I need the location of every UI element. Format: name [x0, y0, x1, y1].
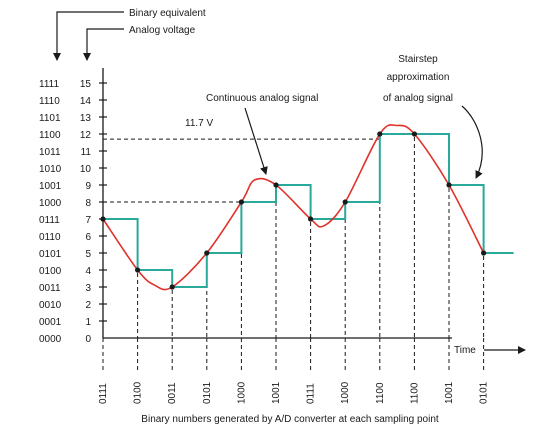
- y-tick-binary-label: 0101: [39, 249, 62, 260]
- y-tick-value-label: 15: [80, 79, 92, 90]
- y-tick-value-label: 1: [85, 317, 91, 328]
- binary-equivalent-label: Binary equivalent: [129, 8, 206, 19]
- annotation-arrows: [244, 105, 483, 179]
- y-tick-binary-label: 0011: [39, 283, 61, 294]
- y-tick-binary-label: 1100: [39, 130, 61, 141]
- y-tick-binary-label: 1001: [39, 181, 62, 192]
- analog-voltage-label: Analog voltage: [129, 25, 196, 36]
- sample-point: [169, 284, 175, 290]
- bottom-binary-label: 0111: [306, 383, 317, 404]
- y-tick-value-label: 8: [85, 198, 91, 209]
- bottom-binary-label: 0101: [479, 381, 490, 404]
- y-tick-binary-label: 0000: [39, 334, 62, 345]
- stairstep-approximation-line: [103, 133, 514, 288]
- sample-point: [308, 216, 314, 222]
- y-tick-binary-label: 0111: [39, 215, 60, 226]
- time-label: Time: [454, 345, 476, 356]
- continuous-signal-arrow: [244, 107, 268, 175]
- bottom-binary-label: 1001: [271, 381, 282, 404]
- bottom-binary-label: 1001: [444, 381, 455, 404]
- sample-point: [273, 182, 279, 188]
- sample-point: [481, 250, 487, 256]
- y-tick-binary-label: 0001: [39, 317, 62, 328]
- y-tick-binary-label: 1110: [39, 96, 60, 107]
- bottom-caption: Binary numbers generated by A/D converte…: [141, 414, 439, 425]
- y-tick-binary-label: 1101: [39, 113, 61, 124]
- sample-point: [238, 199, 244, 205]
- bottom-binary-label: 1100: [409, 382, 420, 404]
- sample-point: [135, 267, 141, 273]
- analog-voltage-pointer: [83, 28, 124, 61]
- bottom-binary-label: 1000: [340, 381, 351, 404]
- y-tick-value-label: 10: [80, 164, 92, 175]
- sampling-lines: [102, 137, 485, 372]
- bottom-binary-labels: 0111 0100 0011 0101 1000 1001 0111 1000 1100 1100…: [98, 381, 490, 404]
- y-tick-value-label: 12: [80, 130, 92, 141]
- y-tick-value-label: 14: [80, 96, 92, 107]
- y-tick-value-label: 3: [85, 283, 91, 294]
- reference-lines: [103, 138, 383, 203]
- y-tick-value-label: 0: [85, 334, 91, 345]
- sample-points: [100, 131, 487, 290]
- sample-point: [446, 182, 452, 188]
- stairstep-label-line3: of analog signal: [383, 93, 453, 104]
- binary-equivalent-pointer: [53, 11, 124, 61]
- voltage-marker-label: 11.7 V: [185, 118, 213, 129]
- sample-point: [377, 131, 383, 137]
- y-tick-binary-label: 1011: [39, 147, 61, 158]
- continuous-signal-label: Continuous analog signal: [206, 93, 318, 104]
- continuous-analog-signal-curve: [102, 124, 485, 291]
- sample-point: [100, 216, 106, 222]
- sample-point: [411, 131, 417, 137]
- y-tick-value-label: 2: [85, 300, 91, 311]
- y-tick-value-label: 13: [80, 113, 92, 124]
- y-tick-value-label: 4: [85, 266, 91, 277]
- y-tick-value-label: 6: [85, 232, 91, 243]
- y-tick-value-label: 9: [85, 181, 91, 192]
- y-tick-value-label: 5: [85, 249, 91, 260]
- bottom-binary-label: 0100: [133, 381, 144, 404]
- y-tick-value-label: 7: [85, 215, 91, 226]
- bottom-binary-label: 0111: [98, 383, 109, 404]
- y-tick-binary-label: 1111: [39, 79, 59, 90]
- stairstep-label-line1: Stairstep: [398, 54, 438, 65]
- axes: [102, 68, 526, 354]
- legend-pointers: [53, 11, 124, 61]
- sample-point: [342, 199, 348, 205]
- bottom-binary-label: 1100: [375, 382, 386, 404]
- stairstep-label-line2: approximation: [387, 72, 450, 83]
- bottom-binary-label: 0101: [202, 381, 213, 404]
- y-tick-binary-label: 1000: [39, 198, 62, 209]
- y-tick-binary-label: 0100: [39, 266, 62, 277]
- y-tick-binary-label: 1010: [39, 164, 62, 175]
- y-tick-binary-label: 0010: [39, 300, 62, 311]
- sample-point: [204, 250, 210, 256]
- stairstep-arrow: [461, 105, 483, 179]
- bottom-binary-label: 0011: [167, 382, 178, 404]
- y-tick-binary-label: 0110: [39, 232, 61, 243]
- y-tick-value-label: 11: [81, 147, 92, 158]
- bottom-binary-label: 1000: [236, 381, 247, 404]
